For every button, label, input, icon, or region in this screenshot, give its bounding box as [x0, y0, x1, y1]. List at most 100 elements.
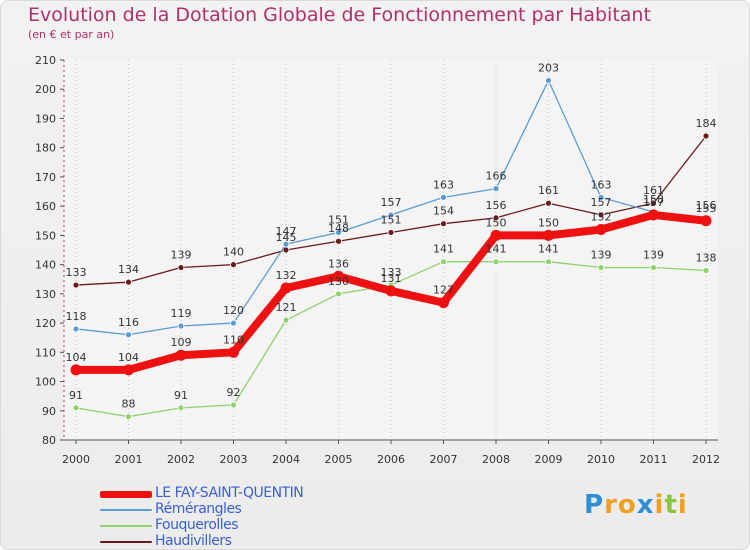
data-point: [492, 185, 500, 193]
data-point: [597, 211, 605, 219]
y-tick-label: 170: [35, 171, 56, 184]
logo-letter: i: [654, 490, 665, 520]
data-point: [650, 264, 657, 271]
data-point: [335, 290, 342, 298]
y-tick-label: 90: [42, 405, 56, 418]
legend-swatch-haudivillers: [100, 541, 152, 543]
data-point: [72, 325, 80, 333]
data-label: 140: [223, 246, 244, 259]
x-tick-label: 2000: [62, 453, 90, 466]
data-label: 119: [171, 307, 192, 320]
data-label: 139: [643, 249, 664, 262]
data-label: 136: [328, 257, 349, 270]
data-point: [175, 349, 187, 361]
data-point: [387, 211, 395, 219]
y-tick-label: 100: [35, 376, 56, 389]
data-label: 166: [486, 170, 507, 183]
data-point: [228, 346, 239, 358]
y-tick-label: 150: [35, 229, 56, 242]
x-tick-label: 2006: [377, 453, 405, 466]
data-point: [492, 214, 500, 222]
data-point: [702, 267, 710, 274]
legend-swatch-fouquerolles: [100, 525, 152, 527]
logo-letter: P: [584, 490, 605, 520]
x-tick-label: 2005: [325, 453, 353, 466]
data-label: 139: [591, 249, 612, 262]
data-label: 158: [643, 193, 664, 206]
data-label: 154: [433, 205, 454, 218]
data-point: [177, 322, 185, 330]
data-label: 163: [433, 178, 454, 191]
data-label: 147: [276, 225, 297, 238]
data-point: [72, 404, 80, 412]
legend-label-remerangles: Rémérangles: [155, 501, 242, 517]
data-label: 152: [591, 211, 612, 224]
data-label: 139: [171, 249, 192, 262]
data-point: [543, 229, 554, 241]
x-tick-label: 2001: [115, 453, 143, 466]
y-tick-label: 160: [35, 200, 56, 213]
data-label: 104: [118, 351, 139, 364]
logo-letter: r: [604, 490, 618, 520]
data-point: [280, 282, 292, 294]
data-label: 163: [591, 178, 612, 191]
x-tick-label: 2011: [640, 453, 668, 466]
data-label: 91: [69, 389, 83, 402]
data-point: [125, 278, 132, 286]
logo-letter: t: [664, 490, 678, 520]
x-tick-label: 2009: [535, 453, 563, 466]
x-tick-label: 2010: [587, 453, 615, 466]
data-point: [597, 264, 605, 271]
data-label: 184: [696, 117, 717, 130]
data-label: 118: [66, 310, 87, 323]
data-point: [177, 264, 185, 271]
legend-swatch-le-fay-saint-quentin: [100, 491, 152, 498]
data-point: [648, 209, 659, 221]
data-label: 161: [643, 184, 664, 197]
data-label: 150: [538, 216, 559, 229]
data-point: [702, 132, 710, 140]
data-point: [545, 77, 552, 84]
data-label: 150: [486, 216, 507, 229]
data-label: 130: [328, 275, 349, 288]
data-point: [282, 240, 290, 248]
data-label: 138: [696, 251, 717, 264]
data-point: [545, 258, 552, 266]
x-tick-label: 2004: [272, 453, 300, 466]
data-point: [230, 261, 237, 269]
x-tick-label: 2002: [167, 453, 195, 466]
x-tick-label: 2003: [220, 453, 248, 466]
data-label: 92: [227, 386, 241, 399]
chart-subtitle: (en € et par an): [28, 28, 115, 41]
data-label: 141: [433, 243, 454, 256]
data-point: [282, 316, 290, 324]
data-point: [333, 270, 344, 282]
data-point: [387, 229, 395, 236]
data-label: 133: [66, 266, 87, 279]
data-label: 141: [538, 243, 559, 256]
y-tick-label: 190: [35, 112, 56, 125]
data-point: [125, 413, 132, 421]
data-label: 156: [486, 199, 507, 212]
data-label: 156: [696, 199, 717, 212]
y-tick-label: 130: [35, 288, 56, 301]
data-label: 157: [381, 196, 402, 209]
data-label: 104: [66, 351, 87, 364]
data-point: [123, 364, 134, 376]
data-point: [440, 258, 447, 266]
chart-title: Evolution de la Dotation Globale de Fonc…: [28, 4, 651, 26]
legend-swatch-remerangles: [100, 509, 152, 511]
legend-label-fouquerolles: Fouquerolles: [155, 517, 239, 533]
data-point: [700, 215, 712, 227]
data-point: [490, 229, 502, 241]
y-tick-label: 140: [35, 259, 56, 272]
data-point: [545, 199, 552, 207]
logo-letter: x: [636, 490, 655, 520]
data-label: 145: [276, 231, 297, 244]
logo-letter: o: [617, 490, 637, 520]
data-label: 151: [328, 213, 349, 226]
data-label: 157: [591, 196, 612, 209]
data-point: [72, 281, 80, 289]
data-label: 88: [122, 398, 136, 411]
data-label: 110: [223, 333, 244, 346]
